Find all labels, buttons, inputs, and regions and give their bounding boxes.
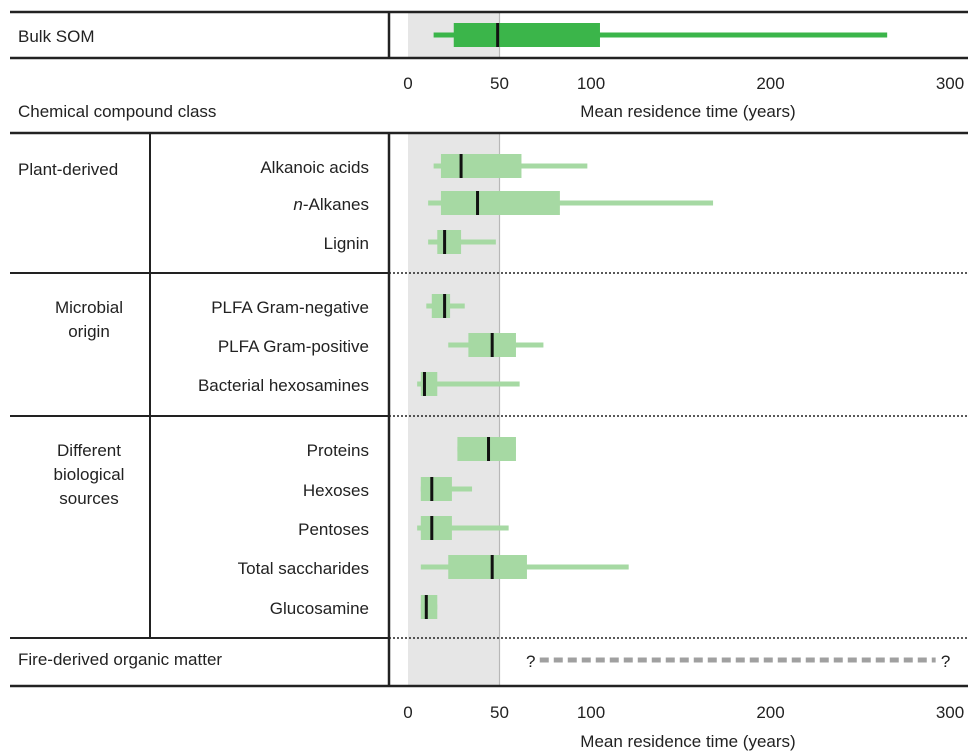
group-label-line: sources xyxy=(59,489,119,508)
compound-label: Lignin xyxy=(324,234,369,253)
tick-label-top: 50 xyxy=(490,74,509,93)
compound-label: Proteins xyxy=(307,441,369,460)
compound-label: n-Alkanes xyxy=(293,195,369,214)
group-label-line: Different xyxy=(57,441,121,460)
bulk-som-label: Bulk SOM xyxy=(18,27,95,46)
tick-label-bottom: 0 xyxy=(403,703,412,722)
group-label-plant-derived: Plant-derived xyxy=(18,160,118,179)
tick-label-bottom: 200 xyxy=(756,703,784,722)
unknown-marker-start: ? xyxy=(526,652,535,671)
compound-label: Glucosamine xyxy=(270,599,369,618)
compound-box xyxy=(457,437,516,461)
compound-box xyxy=(431,294,451,318)
tick-label-top: 100 xyxy=(577,74,605,93)
compound-box xyxy=(448,555,527,579)
x-axis-label-top: Mean residence time (years) xyxy=(580,102,795,121)
compound-label: PLFA Gram-positive xyxy=(218,337,369,356)
tick-label-bottom: 50 xyxy=(490,703,509,722)
tick-label-top: 200 xyxy=(756,74,784,93)
compound-box xyxy=(420,516,452,540)
group-label-line: biological xyxy=(54,465,125,484)
tick-label-bottom: 100 xyxy=(577,703,605,722)
compound-box xyxy=(440,154,522,178)
unknown-marker-end: ? xyxy=(941,652,950,671)
column-header: Chemical compound class xyxy=(18,102,216,121)
compound-label: Bacterial hexosamines xyxy=(198,376,369,395)
shaded-band-main xyxy=(408,134,500,686)
compound-box xyxy=(440,191,560,215)
compound-label: PLFA Gram-negative xyxy=(211,298,369,317)
x-axis-label-bottom: Mean residence time (years) xyxy=(580,732,795,751)
group-label-line: Microbial xyxy=(55,298,123,317)
group-label-fire-derived: Fire-derived organic matter xyxy=(18,650,222,669)
tick-label-top: 0 xyxy=(403,74,412,93)
compound-label: Alkanoic acids xyxy=(260,158,369,177)
compound-label: Total saccharides xyxy=(238,559,369,578)
tick-label-bottom: 300 xyxy=(936,703,964,722)
compound-label: Pentoses xyxy=(298,520,369,539)
compound-box xyxy=(437,230,462,254)
group-label-line: origin xyxy=(68,322,110,341)
compound-box xyxy=(420,477,452,501)
compound-label: Hexoses xyxy=(303,481,369,500)
compound-box xyxy=(420,595,438,619)
tick-label-top: 300 xyxy=(936,74,964,93)
bulk-box xyxy=(453,23,600,47)
